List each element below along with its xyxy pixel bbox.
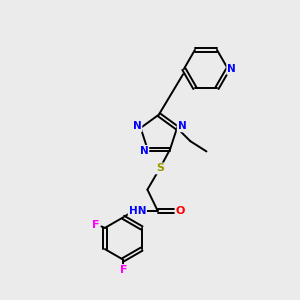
- Text: N: N: [178, 122, 186, 131]
- Text: S: S: [156, 164, 164, 173]
- Text: N: N: [133, 122, 142, 131]
- Text: N: N: [227, 64, 236, 74]
- Text: O: O: [176, 206, 185, 216]
- Text: F: F: [119, 265, 127, 275]
- Text: N: N: [140, 146, 148, 156]
- Text: F: F: [92, 220, 99, 230]
- Text: HN: HN: [129, 206, 146, 216]
